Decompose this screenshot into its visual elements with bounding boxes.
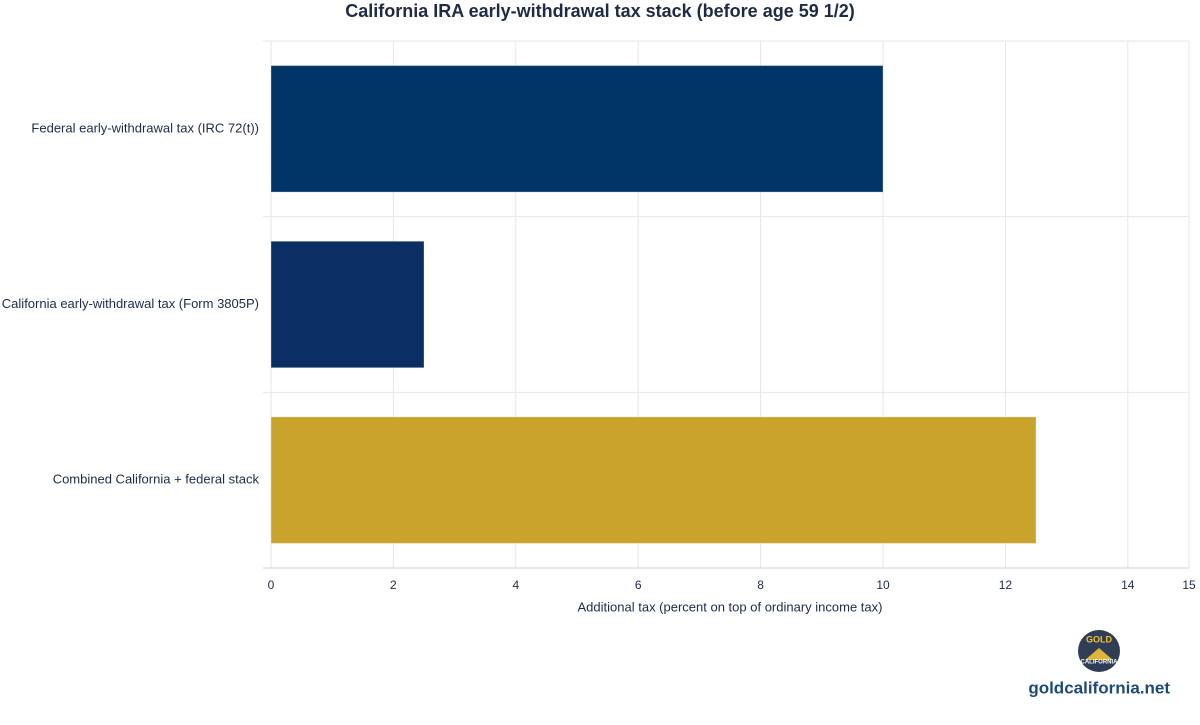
logo-text: GOLD <box>1086 634 1112 644</box>
x-tick-label: 14 <box>1121 578 1135 592</box>
x-tick-label: 6 <box>635 578 642 592</box>
x-tick-label: 4 <box>512 578 519 592</box>
x-tick-label: 15 <box>1182 578 1196 592</box>
chart-title: California IRA early-withdrawal tax stac… <box>345 1 855 21</box>
y-tick-label: California early-withdrawal tax (Form 38… <box>2 296 259 311</box>
logo: GOLD CALIFORNIA <box>1078 630 1120 672</box>
bar <box>270 240 425 369</box>
x-tick-label: 12 <box>999 578 1013 592</box>
x-axis-label: Additional tax (percent on top of ordina… <box>578 599 883 614</box>
x-tick-label: 8 <box>757 578 764 592</box>
x-tick-label: 0 <box>268 578 275 592</box>
x-tick-label: 10 <box>876 578 890 592</box>
bar <box>270 416 1037 544</box>
site-name: goldcalifornia.net <box>1028 678 1170 697</box>
y-tick-label: Combined California + federal stack <box>53 472 260 487</box>
logo-text: CALIFORNIA <box>1081 660 1119 666</box>
y-tick-label: Federal early-withdrawal tax (IRC 72(t)) <box>31 120 259 135</box>
logo-shape <box>1085 648 1113 660</box>
x-tick-label: 2 <box>390 578 397 592</box>
bar <box>270 65 884 193</box>
